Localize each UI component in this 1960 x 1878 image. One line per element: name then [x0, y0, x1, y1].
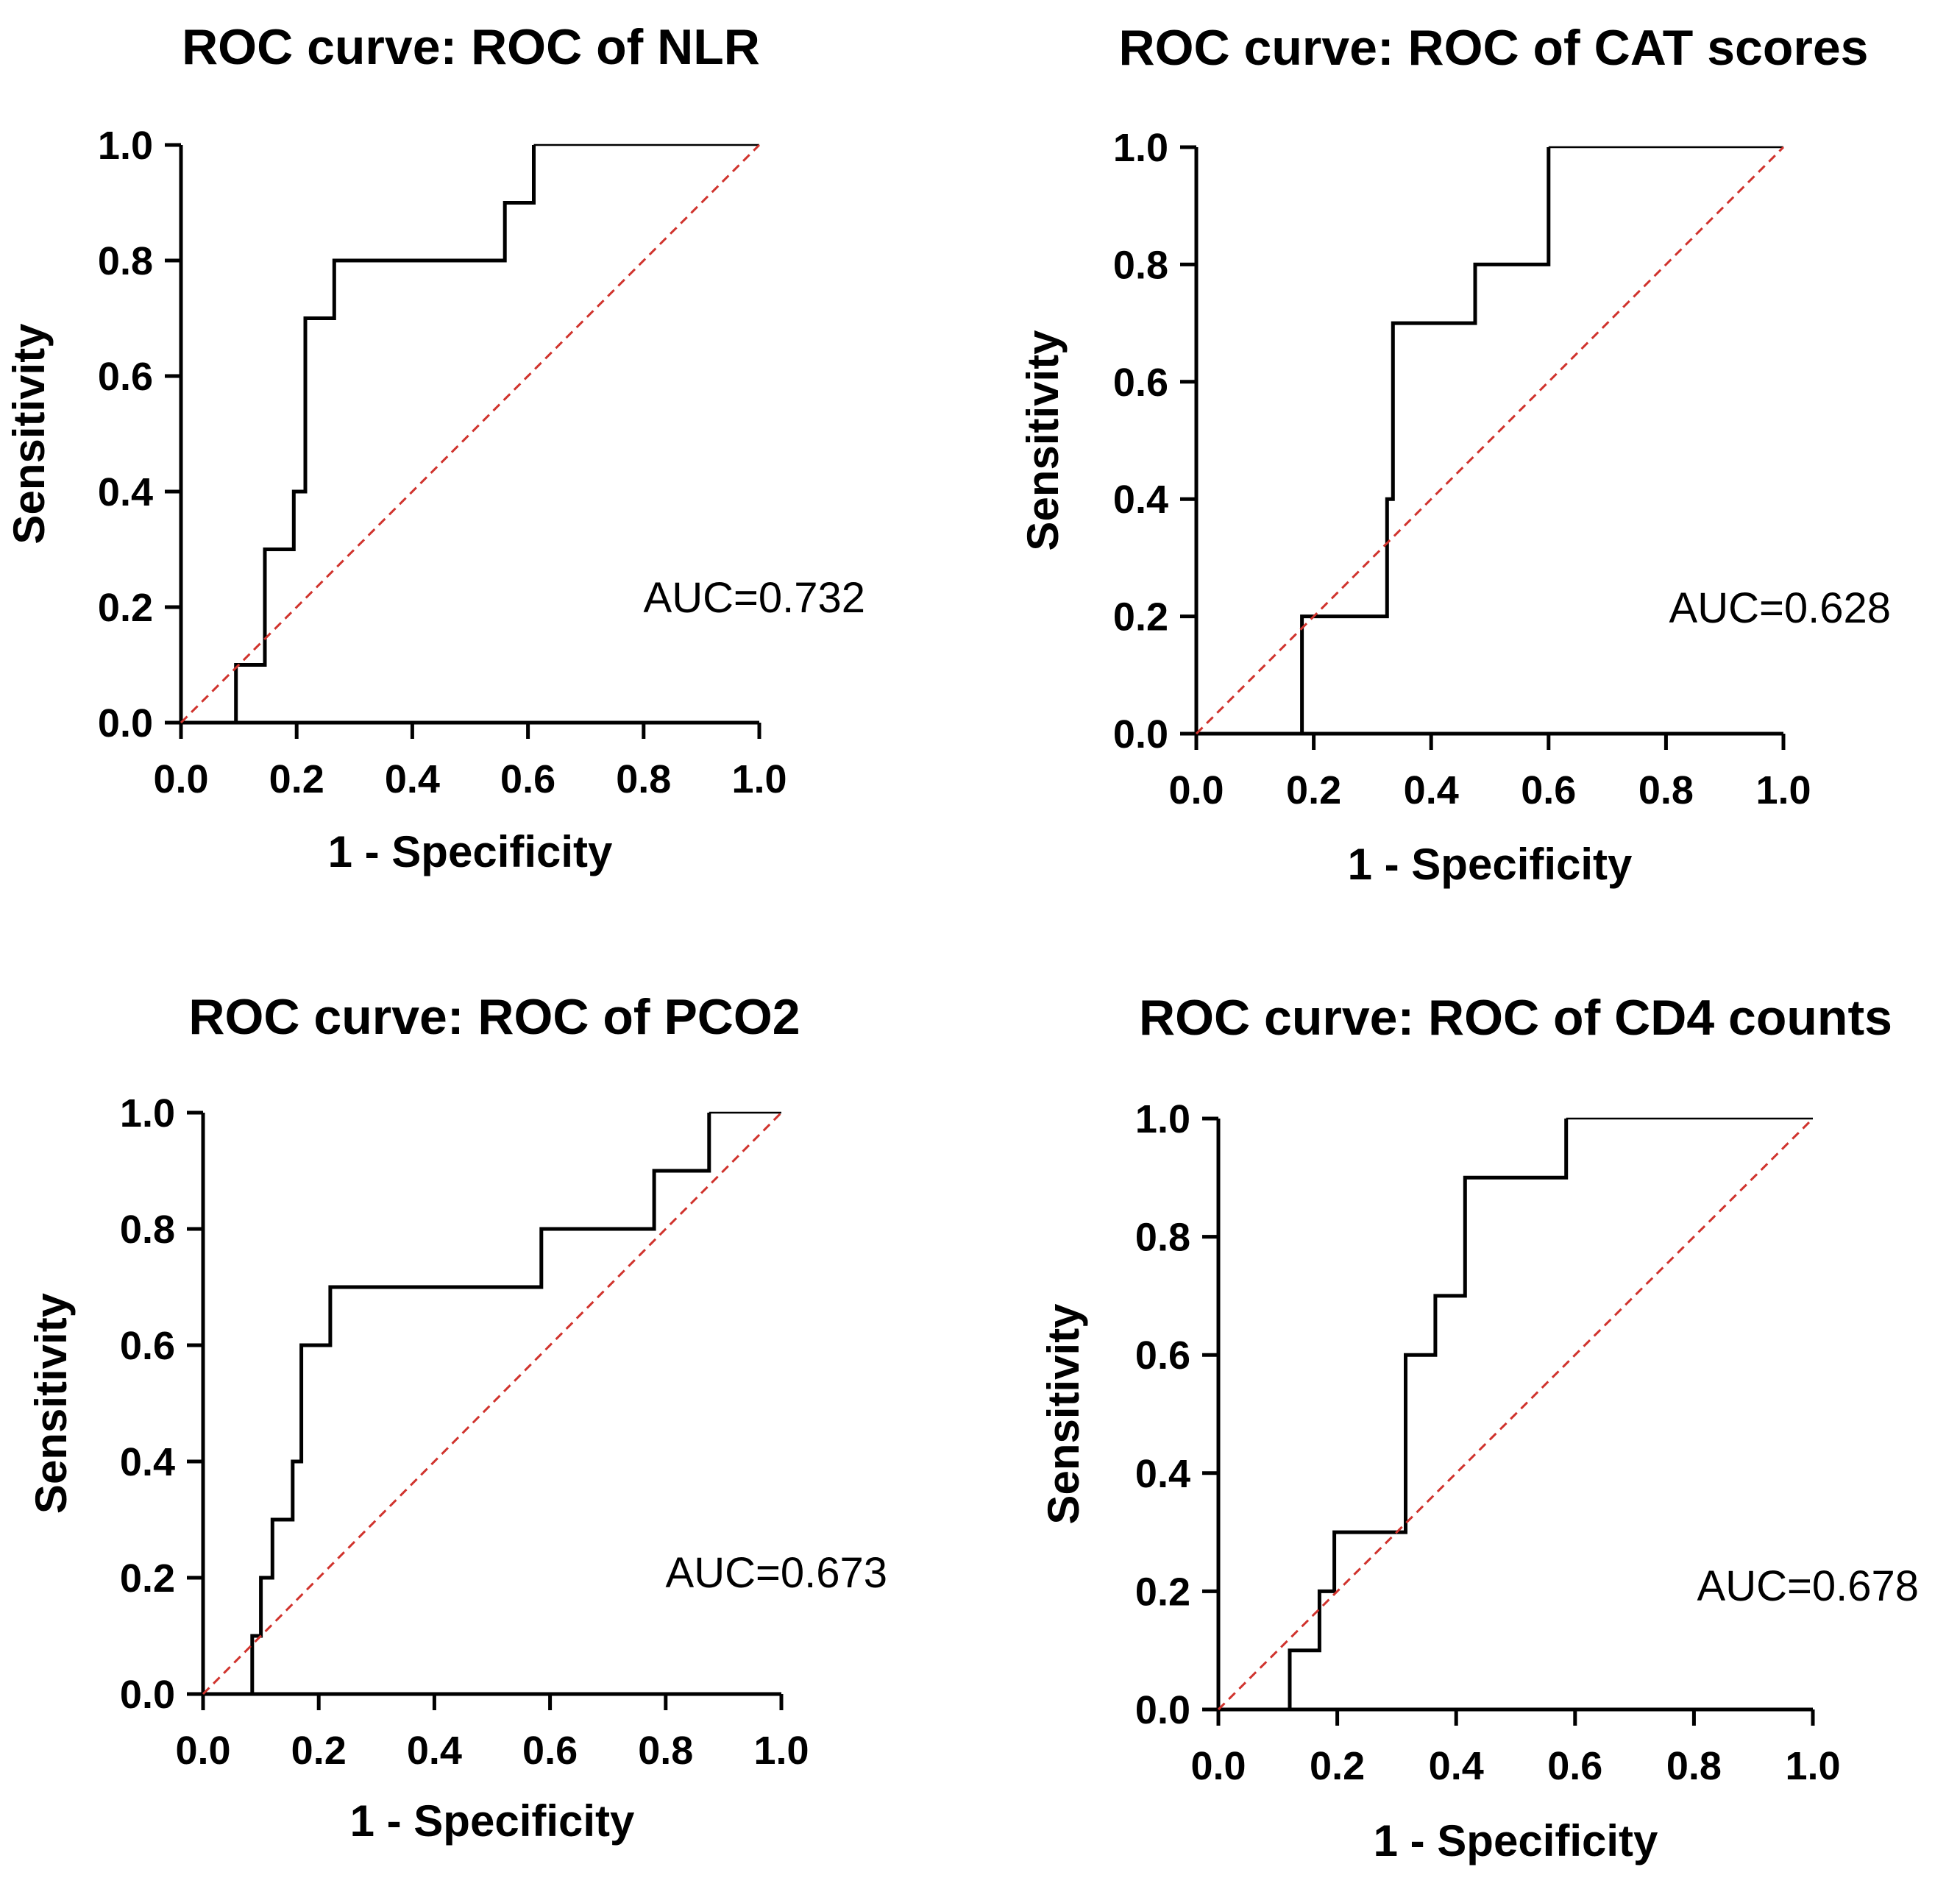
x-tick-label: 0.2 [269, 757, 324, 801]
reference-diagonal-line [202, 1111, 783, 1695]
x-tick-label: 0.0 [153, 757, 208, 801]
x-tick-label: 0.6 [522, 1729, 578, 1773]
x-axis-title: 1 - Specificity [1374, 1816, 1658, 1865]
y-tick-label: 0.8 [120, 1208, 175, 1252]
y-tick-label: 0.8 [1135, 1216, 1190, 1260]
y-tick-label: 0.4 [98, 470, 153, 514]
y-tick-label: 0.6 [1135, 1333, 1190, 1378]
y-tick-label: 0.4 [1135, 1452, 1190, 1496]
x-axis-title: 1 - Specificity [350, 1796, 635, 1846]
x-tick-label: 0.4 [1429, 1744, 1484, 1788]
x-tick-label: 0.6 [1547, 1744, 1602, 1788]
y-tick-label: 0.4 [1113, 478, 1168, 522]
chart-title: ROC curve: ROC of CD4 counts [1139, 990, 1892, 1046]
y-tick-label: 0.6 [1113, 361, 1168, 405]
reference-diagonal-line [1217, 1117, 1814, 1711]
x-tick-label: 0.4 [407, 1729, 462, 1773]
x-tick-label: 0.0 [1190, 1744, 1246, 1788]
y-tick-label: 0.8 [1113, 243, 1168, 287]
x-tick-label: 0.4 [385, 757, 440, 801]
x-tick-label: 0.0 [1168, 768, 1224, 812]
y-axis-title: Sensitivity [4, 323, 54, 545]
roc-panel-3: ROC curve: ROC of PCO2 0.0 0.2 0.4 0.6 0.8 1.0… [26, 989, 887, 1846]
y-tick-label: 0.0 [1113, 712, 1168, 756]
y-tick-label: 0.8 [98, 239, 153, 283]
roc-panel-2: ROC curve: ROC of CAT scores 0.0 0.2 0.4 0.6… [1018, 20, 1891, 889]
x-tick-label: 0.8 [1666, 1744, 1722, 1788]
x-tick-label: 1.0 [731, 757, 787, 801]
y-tick-label: 0.6 [120, 1324, 175, 1368]
y-axis-title: Sensitivity [26, 1292, 76, 1514]
x-tick-label: 0.6 [1521, 768, 1576, 812]
reference-diagonal-line [1195, 146, 1785, 735]
x-tick-label: 0.8 [1638, 768, 1694, 812]
y-tick-label: 0.0 [98, 701, 153, 745]
x-tick-label: 0.6 [500, 757, 555, 801]
reference-diagonal-line [180, 143, 761, 724]
x-tick-label: 0.8 [638, 1729, 693, 1773]
x-axis-title: 1 - Specificity [328, 827, 613, 876]
x-tick-label: 1.0 [753, 1729, 809, 1773]
y-tick-label: 0.0 [1135, 1688, 1190, 1732]
roc-curve-line [181, 145, 536, 725]
x-tick-label: 0.0 [175, 1729, 230, 1773]
x-tick-label: 1.0 [1785, 1744, 1840, 1788]
y-tick-label: 1.0 [98, 124, 153, 168]
auc-annotation: AUC=0.732 [644, 574, 865, 622]
y-axis-title: Sensitivity [1039, 1303, 1088, 1525]
roc-panel-1: ROC curve: ROC of NLR 0.0 0.2 0.4 0.6 0.8 1.0 0… [4, 19, 865, 876]
chart-title: ROC curve: ROC of CAT scores [1119, 20, 1869, 76]
chart-title: ROC curve: ROC of PCO2 [188, 989, 800, 1045]
x-tick-label: 0.2 [1310, 1744, 1365, 1788]
y-tick-label: 0.0 [120, 1673, 175, 1717]
roc-curve-line [203, 1113, 711, 1696]
y-tick-label: 0.2 [1113, 595, 1168, 639]
auc-annotation: AUC=0.678 [1697, 1562, 1919, 1610]
roc-panel-4: ROC curve: ROC of CD4 counts 0.0 0.2 0.4 0.6… [1039, 990, 1919, 1865]
roc-curve-line [1218, 1119, 1569, 1712]
x-tick-label: 0.8 [616, 757, 671, 801]
y-tick-label: 1.0 [1135, 1097, 1190, 1141]
roc-curve-line [1196, 147, 1551, 736]
y-tick-label: 0.2 [1135, 1570, 1190, 1614]
y-tick-label: 0.2 [120, 1556, 175, 1601]
auc-annotation: AUC=0.673 [666, 1549, 887, 1597]
y-tick-label: 1.0 [1113, 126, 1168, 170]
x-axis-title: 1 - Specificity [1348, 840, 1633, 889]
chart-title: ROC curve: ROC of NLR [182, 19, 760, 75]
y-tick-label: 0.6 [98, 355, 153, 399]
auc-annotation: AUC=0.628 [1669, 584, 1891, 632]
x-tick-label: 0.2 [1286, 768, 1341, 812]
x-tick-label: 0.2 [291, 1729, 347, 1773]
y-tick-label: 0.2 [98, 586, 153, 630]
y-tick-label: 0.4 [120, 1440, 175, 1484]
y-tick-label: 1.0 [120, 1091, 175, 1135]
y-axis-title: Sensitivity [1018, 330, 1068, 551]
x-tick-label: 1.0 [1755, 768, 1811, 812]
x-tick-label: 0.4 [1404, 768, 1459, 812]
